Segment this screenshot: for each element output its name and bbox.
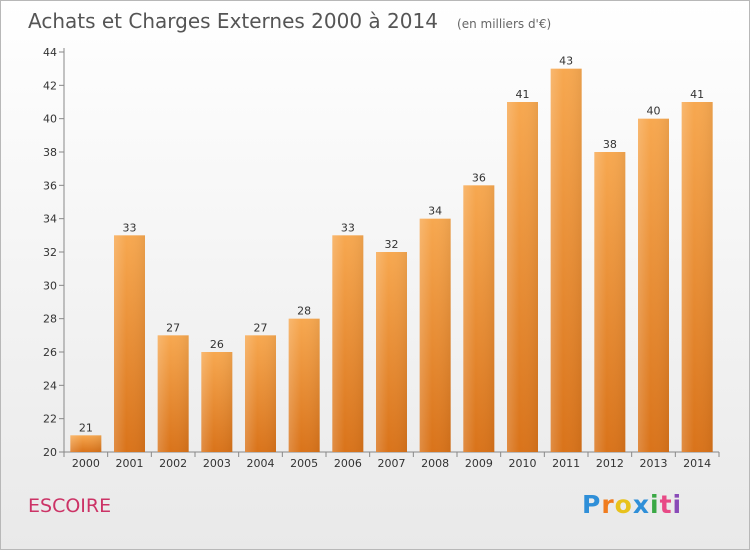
data-label-2010: 41 bbox=[516, 88, 530, 101]
bar-shade-2009 bbox=[463, 185, 495, 453]
y-tick-label: 36 bbox=[43, 179, 57, 192]
commune-name: ESCOIRE bbox=[28, 495, 112, 517]
data-label-2007: 32 bbox=[385, 238, 399, 251]
bar-shade-2002 bbox=[157, 335, 189, 452]
data-label-2009: 36 bbox=[472, 171, 486, 184]
y-tick-label: 34 bbox=[43, 213, 57, 226]
y-tick-label: 28 bbox=[43, 313, 57, 326]
bar-shade-2014 bbox=[681, 102, 713, 452]
y-tick-label: 32 bbox=[43, 246, 57, 259]
title-row: Achats et Charges Externes 2000 à 2014 (… bbox=[28, 9, 551, 33]
data-label-2006: 33 bbox=[341, 221, 355, 234]
x-tick-label-2007: 2007 bbox=[378, 457, 406, 470]
chart-axes: 20 22 24 26 28 30 32 34 36 38 40 42 44 2000 2001 2002 20… bbox=[43, 46, 720, 470]
bar-shade-2003 bbox=[201, 352, 233, 452]
y-tick-label: 42 bbox=[43, 79, 57, 92]
data-label-2011: 43 bbox=[559, 55, 573, 68]
data-label-2014: 41 bbox=[690, 88, 704, 101]
x-tick-label-2008: 2008 bbox=[421, 457, 449, 470]
bar-shade-2007 bbox=[376, 252, 407, 452]
x-tick-label-2014: 2014 bbox=[683, 457, 711, 470]
bar-shade-2013 bbox=[638, 118, 669, 453]
data-label-2004: 27 bbox=[254, 321, 268, 334]
data-label-2012: 38 bbox=[603, 138, 617, 151]
bar-shade-2010 bbox=[507, 102, 538, 452]
x-tick-label-2009: 2009 bbox=[465, 457, 493, 470]
bar-shade-2011 bbox=[550, 68, 582, 453]
x-tick-label-2002: 2002 bbox=[159, 457, 187, 470]
x-tick-label-2004: 2004 bbox=[247, 457, 275, 470]
data-label-2002: 27 bbox=[166, 321, 180, 334]
bar-shade-2006 bbox=[332, 235, 364, 452]
data-label-2013: 40 bbox=[647, 105, 661, 118]
y-tick-label: 38 bbox=[43, 146, 57, 159]
chart-subtitle: (en milliers d'€) bbox=[457, 17, 552, 31]
x-tick-label-2011: 2011 bbox=[552, 457, 580, 470]
y-tick-label: 24 bbox=[43, 379, 57, 392]
data-label-2003: 26 bbox=[210, 338, 224, 351]
x-tick-label-2010: 2010 bbox=[509, 457, 537, 470]
bar-shade-2001 bbox=[114, 235, 145, 452]
x-tick-label-2003: 2003 bbox=[203, 457, 231, 470]
y-tick-label: 44 bbox=[43, 46, 57, 59]
x-tick-label-2013: 2013 bbox=[640, 457, 668, 470]
data-label-2005: 28 bbox=[297, 305, 311, 318]
chart-data-labels: 21 33 27 26 27 28 33 32 34 36 41 43 38 40 41 bbox=[79, 55, 704, 435]
y-tick-label: 26 bbox=[43, 346, 57, 359]
y-tick-label: 40 bbox=[43, 113, 57, 126]
x-tick-label-2006: 2006 bbox=[334, 457, 362, 470]
bar-shade-2005 bbox=[288, 318, 320, 452]
y-tick-label: 20 bbox=[43, 446, 57, 459]
x-tick-label-2012: 2012 bbox=[596, 457, 624, 470]
bar-shade-2004 bbox=[245, 335, 276, 452]
x-tick-label-2005: 2005 bbox=[290, 457, 318, 470]
data-label-2000: 21 bbox=[79, 421, 93, 434]
data-label-2008: 34 bbox=[428, 205, 442, 218]
y-tick-label: 22 bbox=[43, 413, 57, 426]
chart-title: Achats et Charges Externes 2000 à 2014 bbox=[28, 9, 438, 33]
data-label-2001: 33 bbox=[123, 221, 137, 234]
bar-shade-2000 bbox=[70, 435, 102, 452]
x-tick-label-2000: 2000 bbox=[72, 457, 100, 470]
proxiti-logo: Proxiti bbox=[582, 490, 683, 519]
chart-bars bbox=[70, 68, 713, 453]
bar-shade-2012 bbox=[594, 152, 626, 452]
x-tick-label-2001: 2001 bbox=[116, 457, 144, 470]
y-tick-label: 30 bbox=[43, 279, 57, 292]
bar-shade-2008 bbox=[419, 218, 451, 452]
